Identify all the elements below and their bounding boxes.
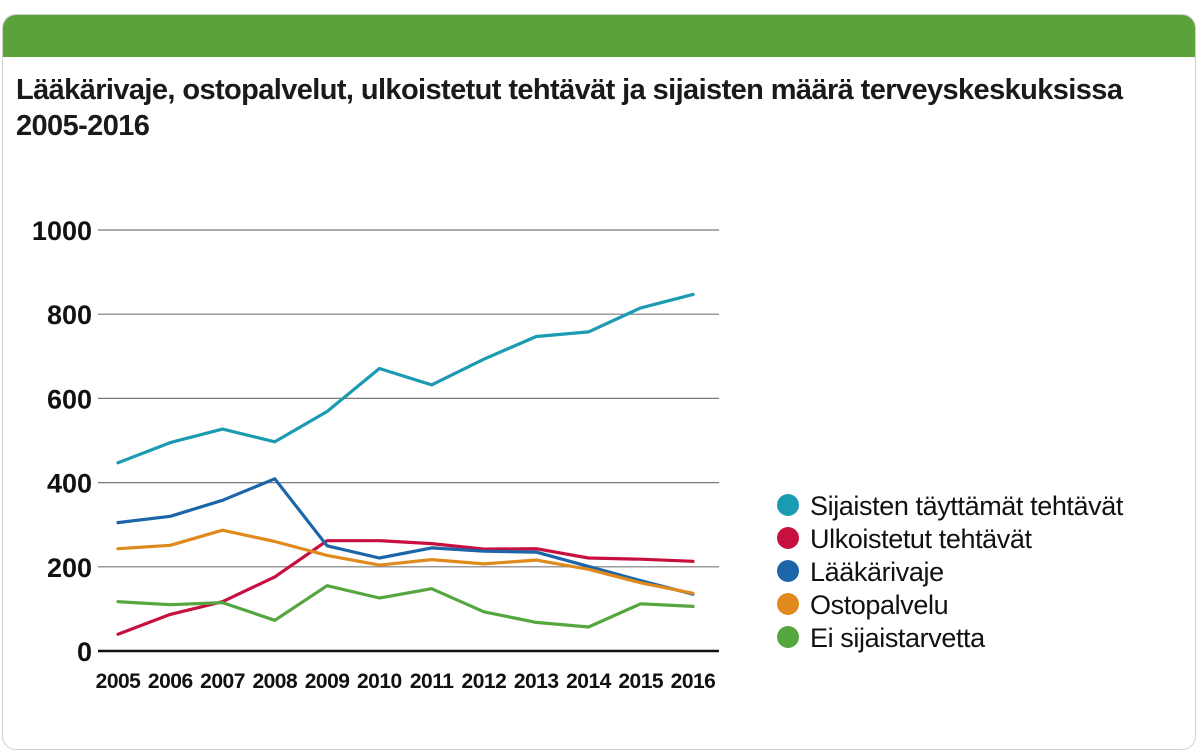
legend-label-sijaisten-t-ytt-m-t-teht-v-t: Sijaisten täyttämät tehtävät bbox=[810, 491, 1124, 521]
x-tick-label-2009: 2009 bbox=[305, 670, 350, 693]
series-line-l-k-rivaje bbox=[116, 477, 695, 596]
y-tick-label-200: 200 bbox=[47, 553, 92, 583]
legend-marker-ei-sijaistarvetta bbox=[777, 626, 799, 648]
series-line-sijaisten-t-ytt-m-t-teht-v-t bbox=[116, 292, 695, 465]
legend-marker-l-k-rivaje bbox=[777, 560, 799, 582]
series-line-ostopalvelu bbox=[116, 528, 695, 595]
chart-card bbox=[2, 14, 1196, 750]
y-tick-label-400: 400 bbox=[47, 469, 92, 499]
x-tick-label-2014: 2014 bbox=[566, 670, 612, 693]
x-tick-label-2010: 2010 bbox=[357, 670, 402, 693]
legend-label-l-k-rivaje: Lääkärivaje bbox=[810, 557, 944, 587]
legend-marker-ostopalvelu bbox=[777, 593, 799, 615]
x-tick-label-2005: 2005 bbox=[96, 670, 142, 693]
x-tick-label-2013: 2013 bbox=[514, 670, 559, 693]
chart-title: Lääkärivaje, ostopalvelut, ulkoistetut t… bbox=[16, 74, 1123, 142]
legend-marker-ulkoistetut-teht-v-t bbox=[777, 527, 799, 549]
x-tick-label-2012: 2012 bbox=[462, 670, 507, 693]
x-tick-label-2006: 2006 bbox=[148, 670, 193, 693]
legend-label-ulkoistetut-teht-v-t: Ulkoistetut tehtävät bbox=[810, 524, 1033, 554]
y-tick-label-800: 800 bbox=[47, 300, 92, 330]
x-tick-label-2008: 2008 bbox=[252, 670, 298, 693]
x-tick-label-2011: 2011 bbox=[410, 670, 454, 693]
header-bar bbox=[3, 15, 1195, 57]
y-tick-label-600: 600 bbox=[47, 384, 92, 414]
legend-label-ostopalvelu: Ostopalvelu bbox=[810, 590, 948, 620]
y-tick-label-0: 0 bbox=[77, 637, 92, 667]
legend-marker-sijaisten-t-ytt-m-t-teht-v-t bbox=[777, 494, 799, 516]
x-tick-label-2007: 2007 bbox=[200, 670, 245, 693]
x-tick-label-2015: 2015 bbox=[618, 670, 664, 693]
y-tick-label-1000: 1000 bbox=[32, 216, 92, 246]
x-tick-label-2016: 2016 bbox=[671, 670, 716, 693]
legend-label-ei-sijaistarvetta: Ei sijaistarvetta bbox=[810, 623, 986, 653]
series-line-ei-sijaistarvetta bbox=[116, 584, 695, 629]
